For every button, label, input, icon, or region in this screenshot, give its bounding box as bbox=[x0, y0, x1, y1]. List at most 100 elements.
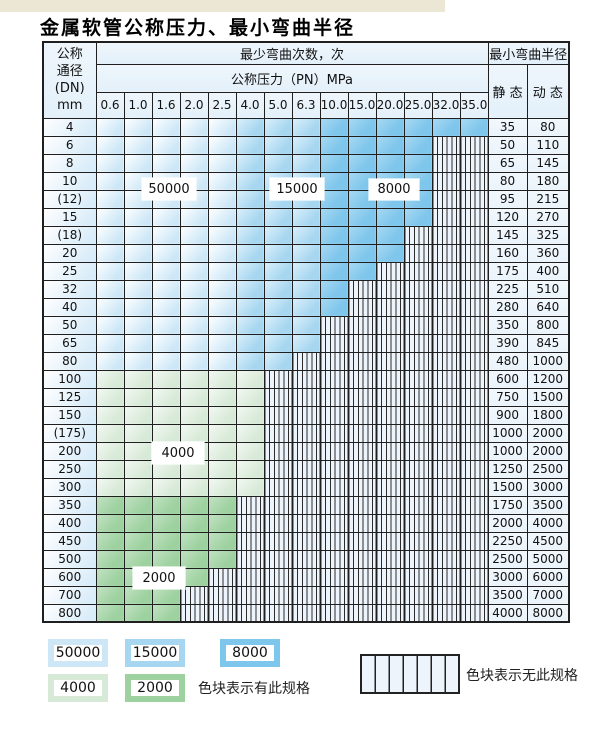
dynamic-radius-cell: 640 bbox=[526, 297, 570, 317]
dn-cell: 800 bbox=[42, 603, 97, 623]
spec-cell-available bbox=[319, 297, 349, 317]
spec-cell-unavailable bbox=[459, 585, 489, 605]
spec-cell-available bbox=[179, 315, 209, 335]
spec-cell-available bbox=[123, 297, 153, 317]
spec-cell-unavailable bbox=[319, 603, 349, 623]
spec-cell-unavailable bbox=[403, 387, 433, 407]
dynamic-radius-cell: 180 bbox=[526, 171, 570, 191]
static-radius-cell: 145 bbox=[487, 225, 528, 245]
dn-cell: (175) bbox=[42, 423, 97, 443]
spec-cell-unavailable bbox=[375, 279, 405, 299]
spec-cell-available bbox=[95, 135, 125, 155]
dn-cell: 10 bbox=[42, 171, 97, 191]
dynamic-radius-cell: 7000 bbox=[526, 585, 570, 605]
spec-cell-available bbox=[123, 261, 153, 281]
spec-cell-available bbox=[319, 225, 349, 245]
static-radius-cell: 2250 bbox=[487, 531, 528, 551]
spec-cell-unavailable bbox=[347, 513, 377, 533]
spec-cell-available bbox=[207, 171, 237, 191]
spec-cell-available bbox=[207, 531, 237, 551]
spec-cell-unavailable bbox=[291, 405, 321, 425]
spec-cell-unavailable bbox=[291, 387, 321, 407]
spec-cell-unavailable bbox=[431, 153, 461, 173]
pressure-col-header: 32.0 bbox=[431, 91, 461, 119]
spec-cell-unavailable bbox=[319, 513, 349, 533]
dynamic-radius-cell: 145 bbox=[526, 153, 570, 173]
zone-label-2000: 2000 bbox=[133, 567, 185, 589]
spec-cell-available bbox=[151, 117, 181, 137]
spec-cell-available bbox=[151, 333, 181, 353]
spec-cell-available bbox=[207, 459, 237, 479]
spec-cell-unavailable bbox=[431, 459, 461, 479]
legend-swatch-4000: 4000 bbox=[48, 674, 108, 702]
spec-cell-available bbox=[95, 459, 125, 479]
spec-cell-unavailable bbox=[291, 531, 321, 551]
spec-cell-unavailable bbox=[263, 441, 293, 461]
spec-cell-available bbox=[95, 387, 125, 407]
legend-swatch-50000: 50000 bbox=[48, 639, 108, 667]
dynamic-radius-cell: 80 bbox=[526, 117, 570, 137]
static-radius-cell: 1750 bbox=[487, 495, 528, 515]
spec-cell-available bbox=[207, 369, 237, 389]
spec-cell-available bbox=[179, 477, 209, 497]
pressure-col-header: 1.0 bbox=[123, 91, 153, 119]
spec-cell-available bbox=[291, 261, 321, 281]
table-row: 15 120 270 bbox=[42, 207, 570, 227]
spec-cell-available bbox=[95, 513, 125, 533]
table-row: 250 1250 2500 bbox=[42, 459, 570, 479]
zone-label-50000: 50000 bbox=[142, 178, 196, 200]
spec-cell-unavailable bbox=[431, 387, 461, 407]
spec-cell-available bbox=[95, 549, 125, 569]
dn-cell: 80 bbox=[42, 351, 97, 371]
spec-cell-available bbox=[207, 297, 237, 317]
dn-header-line: 通径 bbox=[56, 64, 83, 80]
spec-cell-available bbox=[403, 117, 433, 137]
spec-cell-available bbox=[95, 189, 125, 209]
spec-cell-unavailable bbox=[431, 189, 461, 209]
spec-cell-available bbox=[151, 207, 181, 227]
spec-cell-available bbox=[319, 117, 349, 137]
spec-cell-unavailable bbox=[291, 495, 321, 515]
spec-cell-unavailable bbox=[347, 477, 377, 497]
spec-cell-unavailable bbox=[347, 567, 377, 587]
spec-cell-available bbox=[291, 153, 321, 173]
dn-cell: 200 bbox=[42, 441, 97, 461]
spec-cell-unavailable bbox=[291, 513, 321, 533]
table-row: 50 350 800 bbox=[42, 315, 570, 335]
dynamic-radius-cell: 4000 bbox=[526, 513, 570, 533]
spec-cell-unavailable bbox=[319, 549, 349, 569]
spec-cell-unavailable bbox=[403, 315, 433, 335]
spec-cell-unavailable bbox=[207, 567, 237, 587]
spec-cell-unavailable bbox=[459, 135, 489, 155]
static-radius-cell: 2500 bbox=[487, 549, 528, 569]
table-row: 8 65 145 bbox=[42, 153, 570, 173]
spec-cell-available bbox=[235, 441, 265, 461]
spec-cell-unavailable bbox=[375, 495, 405, 515]
spec-cell-unavailable bbox=[235, 531, 265, 551]
dn-cell: 500 bbox=[42, 549, 97, 569]
table-row: 200 1000 2000 bbox=[42, 441, 570, 461]
spec-cell-available bbox=[123, 279, 153, 299]
spec-cell-unavailable bbox=[291, 477, 321, 497]
spec-cell-available bbox=[207, 135, 237, 155]
spec-cell-available bbox=[319, 207, 349, 227]
dynamic-radius-cell: 845 bbox=[526, 333, 570, 353]
spec-cell-available bbox=[263, 333, 293, 353]
spec-cell-unavailable bbox=[431, 261, 461, 281]
spec-cell-unavailable bbox=[179, 603, 209, 623]
spec-cell-unavailable bbox=[459, 549, 489, 569]
dynamic-radius-cell: 6000 bbox=[526, 567, 570, 587]
spec-cell-available bbox=[263, 225, 293, 245]
spec-cell-unavailable bbox=[431, 171, 461, 191]
table-row: (18) 145 325 bbox=[42, 225, 570, 245]
top-strip bbox=[0, 0, 445, 12]
spec-cell-unavailable bbox=[347, 459, 377, 479]
spec-cell-available bbox=[95, 117, 125, 137]
table-row: 400 2000 4000 bbox=[42, 513, 570, 533]
pressure-col-header: 10.0 bbox=[319, 91, 349, 119]
table-row: 4 35 80 bbox=[42, 117, 570, 137]
spec-cell-available bbox=[151, 261, 181, 281]
spec-cell-available bbox=[207, 351, 237, 371]
pressure-col-header: 2.5 bbox=[207, 91, 237, 119]
